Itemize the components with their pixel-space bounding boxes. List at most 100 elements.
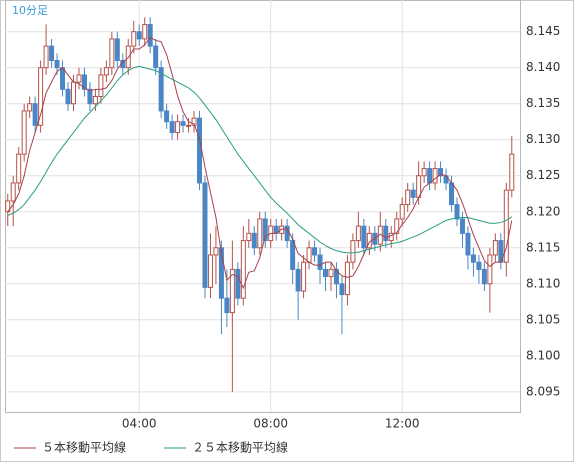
candle-body [103, 67, 109, 76]
candle-body [196, 117, 202, 184]
candle-body [43, 45, 49, 69]
candle-body [27, 103, 33, 112]
candle-body [164, 110, 170, 123]
candle-body [284, 225, 290, 242]
candle-body [180, 121, 186, 126]
y-tick-label: 8.120 [526, 204, 560, 218]
candle-body [355, 225, 361, 242]
candle-body [191, 117, 197, 126]
candle-body [175, 121, 181, 134]
candle-body [76, 74, 82, 83]
candle-body [487, 254, 493, 285]
x-tick-label: 12:00 [385, 417, 420, 431]
candle-body [114, 38, 120, 62]
x-tick-label: 08:00 [253, 417, 288, 431]
moving-average-line [7, 36, 513, 290]
candle-body [421, 168, 427, 177]
chart-title: 10分足 [12, 4, 48, 17]
candle-body [32, 103, 38, 126]
candle-body [449, 182, 455, 206]
candle-body [465, 232, 471, 256]
candle-body [81, 74, 87, 90]
candle-body [49, 45, 55, 62]
candle-body [186, 124, 192, 127]
candle-body [388, 232, 394, 242]
candle-body [109, 38, 115, 69]
candle-body [432, 168, 438, 184]
y-tick-label: 8.110 [526, 276, 560, 290]
candle-body [427, 168, 433, 184]
candle-body [323, 268, 329, 278]
candle-body [246, 232, 252, 242]
candle-body [328, 268, 334, 278]
candle-body [383, 225, 389, 242]
y-tick-label: 8.140 [526, 60, 560, 74]
candle-body [339, 283, 345, 296]
candle-body [153, 45, 159, 69]
candle-body [394, 218, 400, 234]
candle-body [476, 261, 482, 270]
y-tick-label: 8.105 [526, 312, 560, 326]
candle-body [229, 268, 235, 314]
candle-body [333, 268, 339, 285]
candle-body [10, 182, 16, 202]
candle-body [16, 153, 22, 184]
candle-body [169, 121, 175, 134]
y-tick-label: 8.115 [526, 240, 560, 254]
candle-body [202, 182, 208, 288]
candle-body [344, 261, 350, 296]
y-tick-label: 8.130 [526, 132, 560, 146]
candle-body [459, 218, 465, 234]
candle-body [240, 240, 246, 299]
candle-body [147, 23, 153, 47]
candle-body [405, 189, 411, 206]
candle-body [224, 297, 230, 314]
moving-average-line [7, 65, 513, 254]
candle-body [218, 247, 224, 299]
candle-body [38, 67, 44, 126]
x-tick-label: 04:00 [122, 417, 157, 431]
candle-body [470, 254, 476, 263]
candle-body [438, 168, 444, 177]
candle-body [136, 31, 142, 40]
candle-body [295, 268, 301, 292]
candle-body [158, 67, 164, 112]
candle-body [213, 247, 219, 256]
candle-body [306, 247, 312, 263]
candle-body [207, 254, 213, 288]
y-tick-label: 8.095 [526, 384, 560, 398]
candle-body [290, 240, 296, 270]
legend-label: ５本移動平均線 [42, 440, 126, 455]
candle-body [235, 268, 241, 299]
candle-body [87, 88, 93, 105]
candle-body [98, 74, 104, 98]
candle-body [65, 88, 71, 105]
y-tick-label: 8.100 [526, 348, 560, 362]
candle-body [317, 254, 323, 270]
candle-body [399, 204, 405, 220]
candle-body [301, 261, 307, 292]
candle-body [262, 218, 268, 242]
candle-body [503, 189, 509, 263]
candle-body [21, 110, 27, 155]
candle-body [509, 153, 515, 191]
candle-body [131, 31, 137, 47]
candle-body [60, 67, 66, 90]
candle-body [361, 225, 367, 249]
candle-body [481, 268, 487, 285]
candle-body [257, 218, 263, 249]
candle-body [92, 96, 98, 105]
candle-body [454, 204, 460, 220]
candle-body [251, 232, 257, 249]
legend-label: ２５本移動平均線 [192, 440, 288, 455]
candle-body [279, 225, 285, 234]
candle-body [350, 240, 356, 263]
candle-body [70, 81, 76, 105]
y-tick-label: 8.125 [526, 168, 560, 182]
candle-body [410, 189, 416, 198]
candle-body [492, 240, 498, 256]
candle-body [312, 247, 318, 256]
y-tick-label: 8.145 [526, 24, 560, 38]
